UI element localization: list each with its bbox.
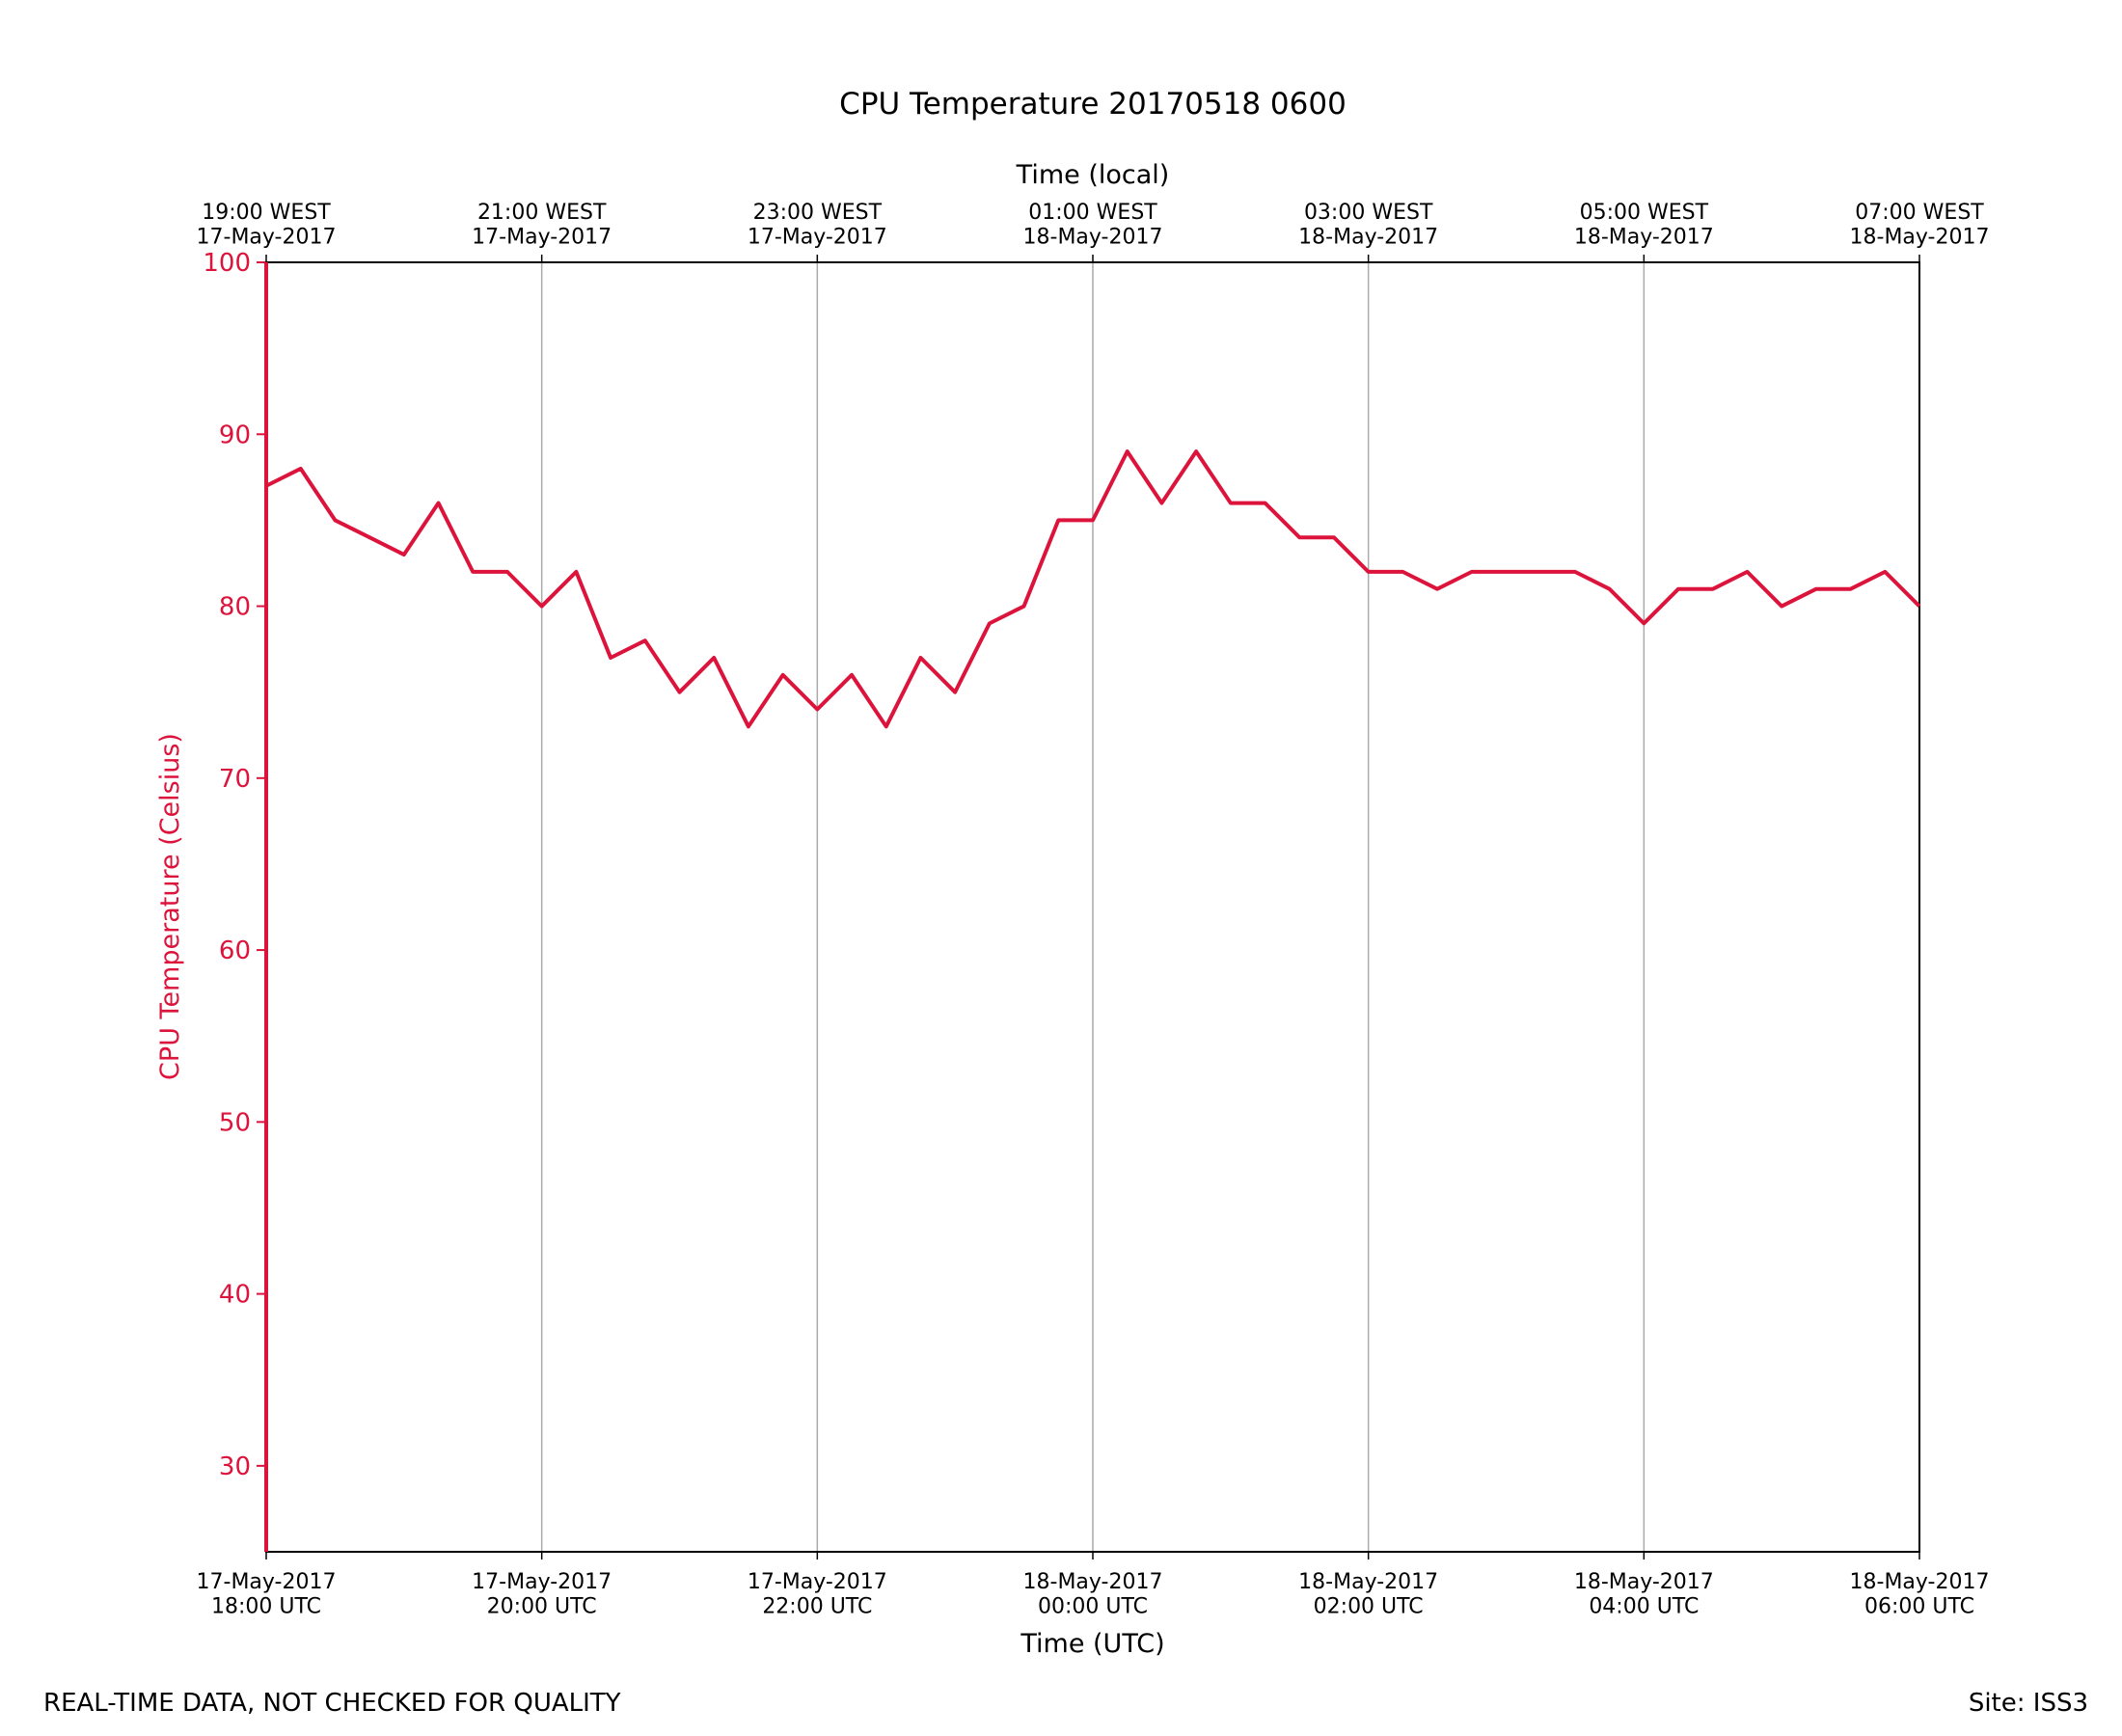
y-axis-label: CPU Temperature (Celsius) bbox=[155, 733, 185, 1080]
y-tick-label: 90 bbox=[219, 420, 251, 449]
x-tick-label: 18-May-2017 00:00 UTC bbox=[1023, 1570, 1163, 1618]
x-tick-label: 17-May-2017 22:00 UTC bbox=[748, 1570, 887, 1618]
chart-title: CPU Temperature 20170518 0600 bbox=[839, 87, 1347, 122]
x-axis-label: Time (UTC) bbox=[1020, 1629, 1164, 1659]
x2-tick-label: 21:00 WEST 17-May-2017 bbox=[472, 201, 612, 249]
y-tick-label: 80 bbox=[219, 593, 251, 622]
x2-tick-label: 01:00 WEST 18-May-2017 bbox=[1023, 201, 1163, 249]
x-tick-label: 17-May-2017 18:00 UTC bbox=[197, 1570, 337, 1618]
y-tick-label: 50 bbox=[219, 1108, 251, 1137]
x2-tick-label: 05:00 WEST 18-May-2017 bbox=[1574, 201, 1714, 249]
y-tick-label: 70 bbox=[219, 765, 251, 794]
x-tick-label: 18-May-2017 04:00 UTC bbox=[1574, 1570, 1714, 1618]
y-tick-label: 30 bbox=[219, 1452, 251, 1481]
x2-tick-label: 19:00 WEST 17-May-2017 bbox=[197, 201, 337, 249]
x-tick-label: 17-May-2017 20:00 UTC bbox=[472, 1570, 612, 1618]
x-tick-label: 18-May-2017 02:00 UTC bbox=[1298, 1570, 1438, 1618]
x2-tick-label: 23:00 WEST 17-May-2017 bbox=[748, 201, 887, 249]
x2-axis-label: Time (local) bbox=[1016, 160, 1170, 190]
site-label: Site: ISS3 bbox=[1969, 1689, 2088, 1718]
x2-tick-label: 03:00 WEST 18-May-2017 bbox=[1298, 201, 1438, 249]
y-tick-label: 100 bbox=[203, 249, 251, 278]
x2-tick-label: 07:00 WEST 18-May-2017 bbox=[1850, 201, 1990, 249]
x-tick-label: 18-May-2017 06:00 UTC bbox=[1850, 1570, 1990, 1618]
data-line bbox=[265, 449, 1921, 729]
y-tick-label: 40 bbox=[219, 1281, 251, 1310]
footer-note: REAL-TIME DATA, NOT CHECKED FOR QUALITY bbox=[43, 1689, 621, 1718]
y-tick-label: 60 bbox=[219, 936, 251, 965]
